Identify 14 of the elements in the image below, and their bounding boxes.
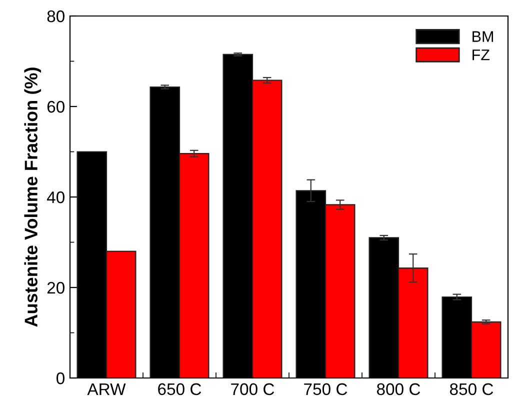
x-tick-label: ARW [87, 383, 126, 395]
x-tick-label: 650 C [158, 383, 202, 396]
y-axis-title: Austenite Volume Fraction (%) [24, 68, 42, 327]
y-tick-label: 80 [47, 10, 64, 22]
legend-label: FZ [472, 50, 490, 60]
y-tick-label: 40 [46, 191, 64, 204]
x-tick-label: 850 C [450, 383, 494, 396]
y-tick-label: 60 [47, 100, 64, 113]
legend-label: BM [472, 31, 493, 42]
y-tick-label: 0 [56, 372, 64, 384]
x-tick-label: 800 C [376, 383, 420, 396]
x-tick-label: 750 C [304, 383, 348, 396]
y-tick-label: 20 [47, 282, 64, 294]
x-tick-label: 700 C [231, 383, 274, 396]
